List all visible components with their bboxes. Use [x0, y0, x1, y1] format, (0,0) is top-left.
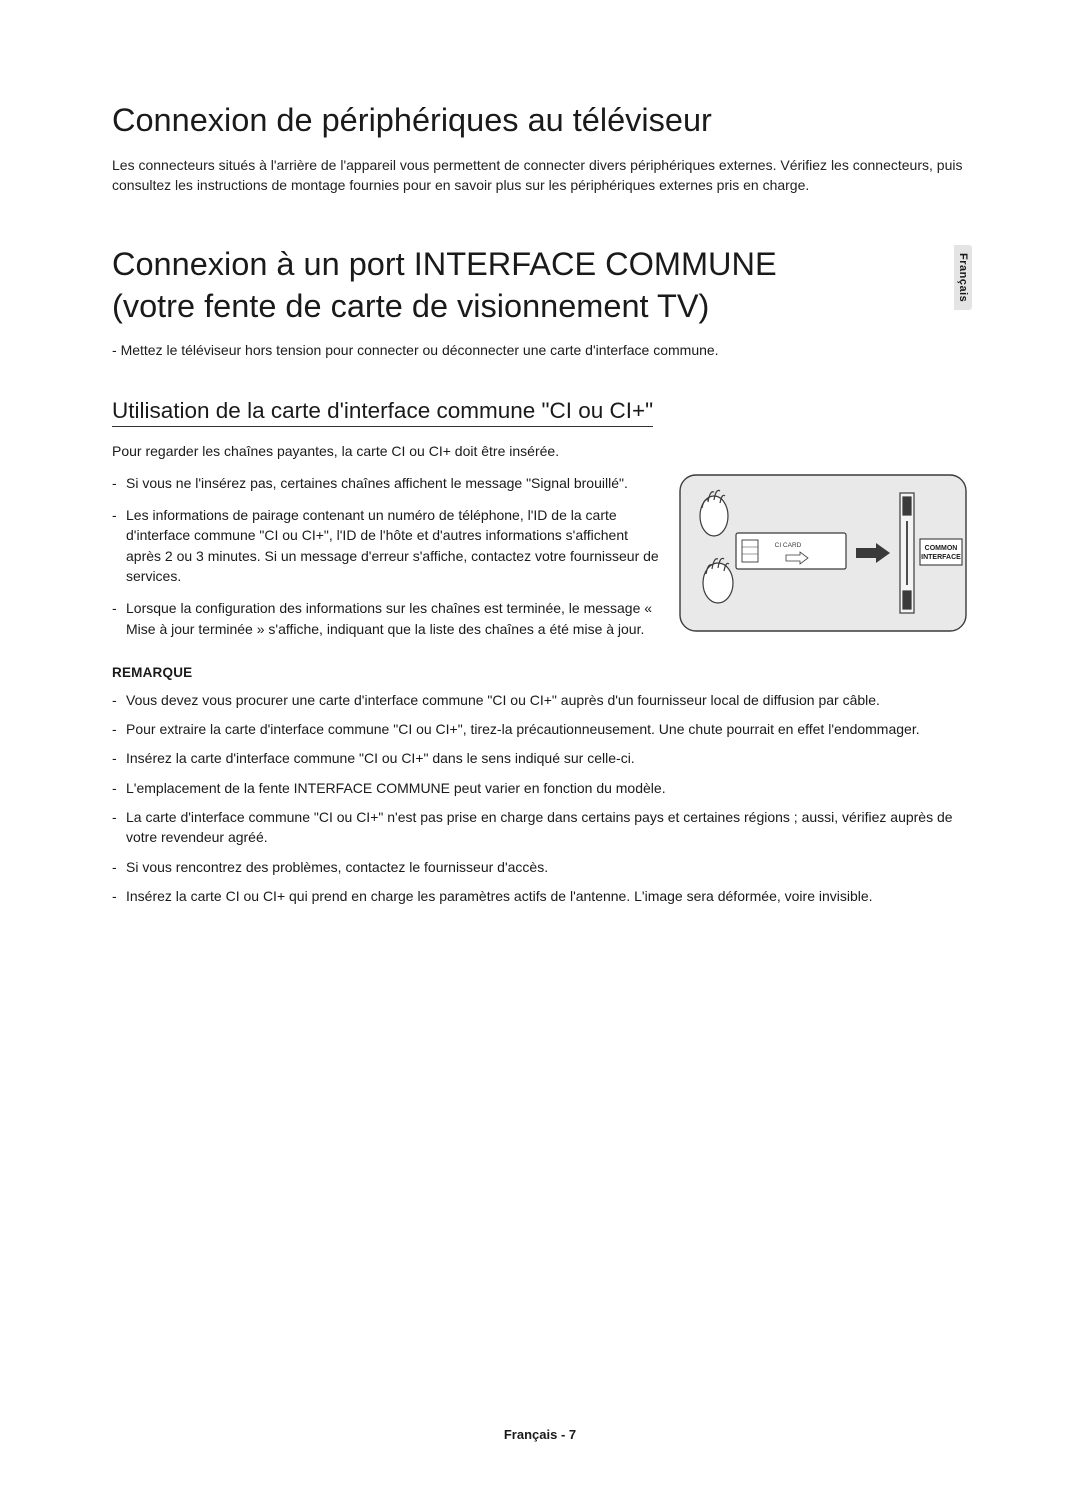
section-1-intro: Les connecteurs situés à l'arrière de l'…	[112, 155, 968, 196]
list-item: L'emplacement de la fente INTERFACE COMM…	[112, 778, 968, 798]
bullet-list: Si vous ne l'insérez pas, certaines chaî…	[112, 473, 660, 639]
list-item: Insérez la carte d'interface commune "CI…	[112, 748, 968, 768]
slot-label-line-1: COMMON	[925, 545, 958, 552]
list-item: Lorsque la configuration des information…	[112, 598, 660, 639]
list-item: Si vous rencontrez des problèmes, contac…	[112, 857, 968, 877]
list-item: Si vous ne l'insérez pas, certaines chaî…	[112, 473, 660, 493]
language-tab: Français	[954, 245, 972, 310]
section-2-subheading: Utilisation de la carte d'interface comm…	[112, 398, 653, 427]
ci-card-label: CI CARD	[775, 542, 802, 549]
ci-card-svg: CI CARD	[678, 473, 968, 633]
bullets-column: Si vous ne l'insérez pas, certaines chaî…	[112, 473, 660, 651]
list-item: Vous devez vous procurer une carte d'int…	[112, 690, 968, 710]
page-footer: Français - 7	[0, 1427, 1080, 1442]
section-2-title: Connexion à un port INTERFACE COMMUNE (v…	[112, 243, 832, 328]
slot-label-line-2: INTERFACE	[921, 554, 961, 561]
list-item: Insérez la carte CI ou CI+ qui prend en …	[112, 886, 968, 906]
remark-label: REMARQUE	[112, 665, 968, 680]
list-item: Pour extraire la carte d'interface commu…	[112, 719, 968, 739]
section-2-power-note: Mettez le téléviseur hors tension pour c…	[112, 342, 968, 358]
list-item: Les informations de pairage contenant un…	[112, 505, 660, 586]
section-1-title: Connexion de périphériques au téléviseur	[112, 100, 968, 141]
list-item: La carte d'interface commune "CI ou CI+"…	[112, 807, 968, 848]
page: Français Connexion de périphériques au t…	[0, 0, 1080, 955]
section-2-subintro: Pour regarder les chaînes payantes, la c…	[112, 443, 968, 459]
remark-list: Vous devez vous procurer une carte d'int…	[112, 690, 968, 906]
content-row: Si vous ne l'insérez pas, certaines chaî…	[112, 473, 968, 651]
ci-card-diagram: CI CARD	[678, 473, 968, 633]
